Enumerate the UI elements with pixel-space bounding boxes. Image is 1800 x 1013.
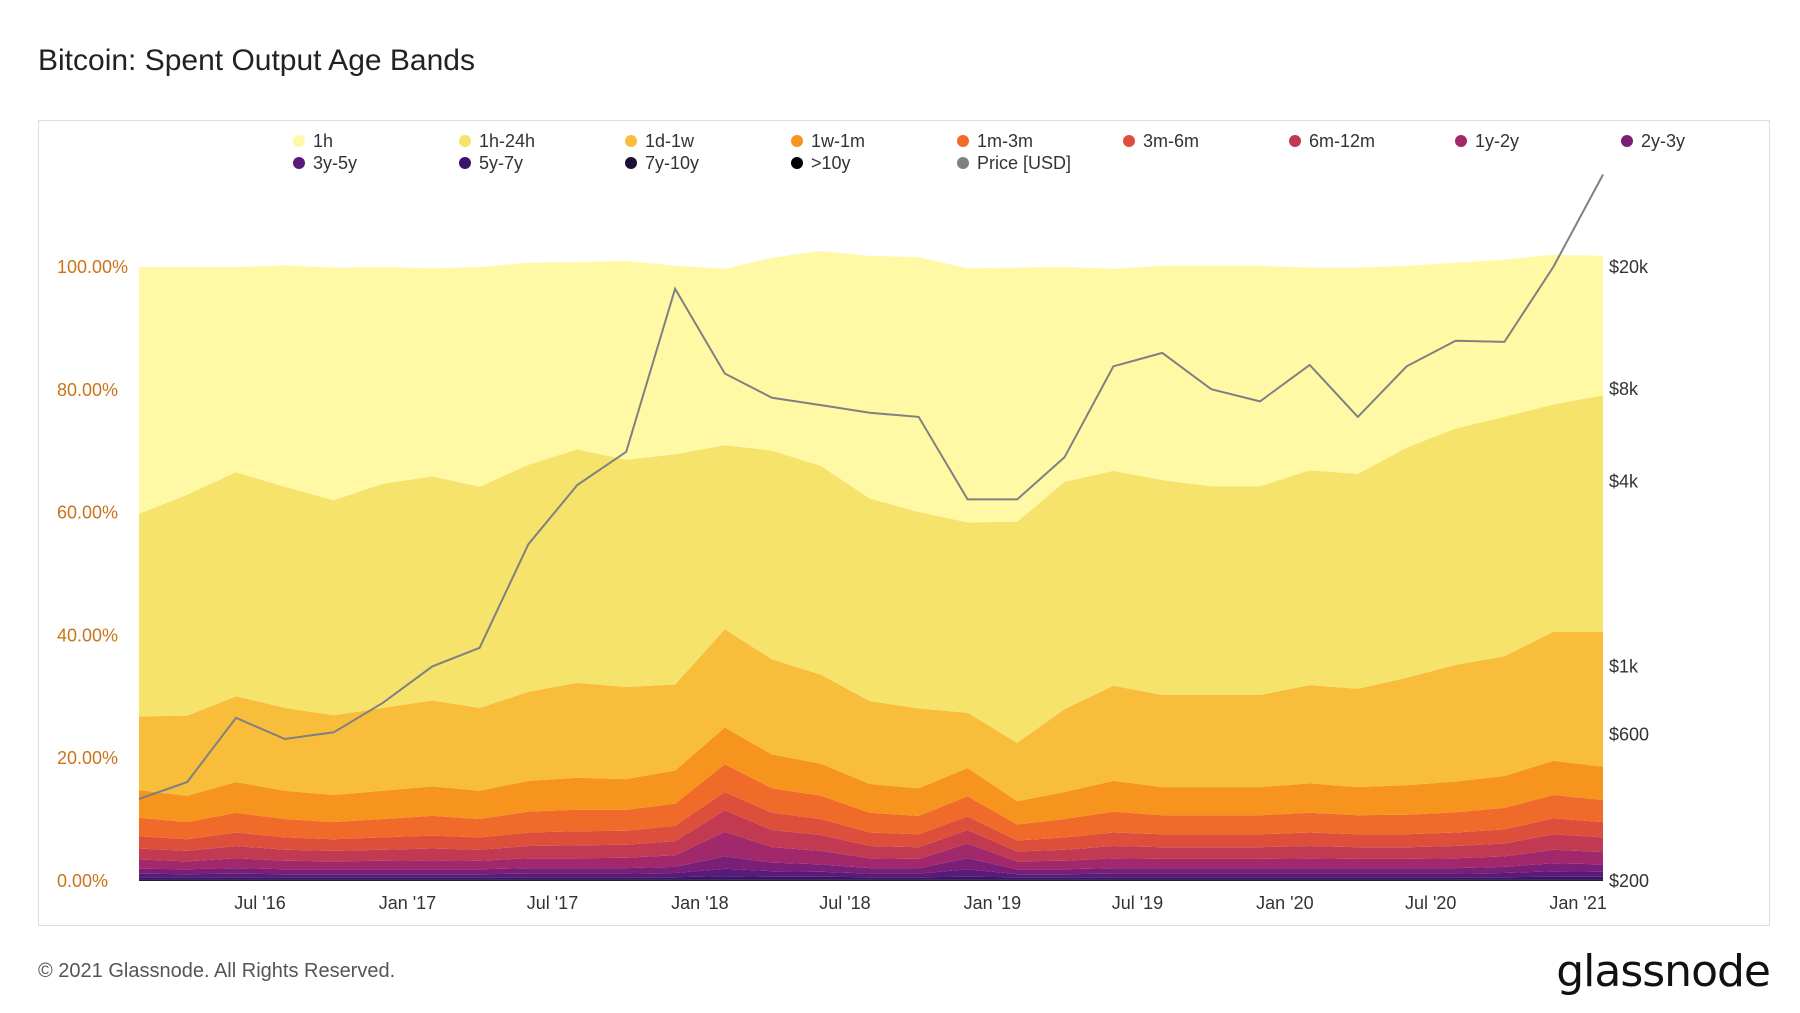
area-5y-7y[interactable] <box>139 876 1603 880</box>
legend-swatch <box>957 157 969 169</box>
price-line[interactable] <box>138 174 1604 800</box>
y-left-tick-label: 40.00% <box>57 625 118 645</box>
x-tick-label: Jul '17 <box>527 893 578 913</box>
legend-label: 1w-1m <box>811 131 865 151</box>
legend-label: 2y-3y <box>1641 131 1685 151</box>
area-1w-1m[interactable] <box>139 727 1603 825</box>
y-right-tick-label: $20k <box>1609 257 1649 277</box>
legend: 1h 1h-24h 1d-1w 1w-1m 1m-3m 3m-6m 6m-12m 1y-2y 2… <box>293 131 1685 173</box>
legend-item-2y-3y[interactable]: 2y-3y <box>1621 131 1685 151</box>
legend-item-10y[interactable]: >10y <box>791 153 851 173</box>
area-1h[interactable] <box>139 251 1603 523</box>
area-10y[interactable] <box>139 880 1603 881</box>
area-6m-12m[interactable] <box>139 810 1603 862</box>
area-3y-5y[interactable] <box>139 868 1603 878</box>
legend-swatch <box>625 135 637 147</box>
area-1m-3m[interactable] <box>139 764 1603 841</box>
area-1y-2y[interactable] <box>139 831 1603 870</box>
x-tick-label: Jul '19 <box>1112 893 1163 913</box>
legend-item-1m-3m[interactable]: 1m-3m <box>957 131 1033 151</box>
legend-swatch <box>1289 135 1301 147</box>
legend-item-1h[interactable]: 1h <box>293 131 333 151</box>
legend-swatch <box>293 157 305 169</box>
legend-label: 5y-7y <box>479 153 523 173</box>
x-tick-label: Jan '17 <box>379 893 436 913</box>
brand-logo[interactable]: glassnode <box>1556 946 1771 997</box>
legend-item-price-usd[interactable]: Price [USD] <box>957 153 1071 173</box>
x-tick-label: Jan '21 <box>1549 893 1606 913</box>
y-right-tick-label: $4k <box>1609 472 1639 492</box>
x-tick-label: Jul '16 <box>234 893 285 913</box>
x-tick-label: Jul '18 <box>819 893 870 913</box>
y-axis-left: 0.00% 20.00% 40.00% 60.00% 80.00% 100.00% <box>57 257 128 891</box>
chart-frame: 1h 1h-24h 1d-1w 1w-1m 1m-3m 3m-6m 6m-12m 1y-2y 2… <box>38 120 1770 926</box>
legend-label: >10y <box>811 153 851 173</box>
legend-item-3m-6m[interactable]: 3m-6m <box>1123 131 1199 151</box>
x-tick-label: Jan '18 <box>671 893 728 913</box>
y-right-tick-label: $8k <box>1609 379 1639 399</box>
price-line-group <box>138 174 1604 800</box>
chart-svg[interactable]: 1h 1h-24h 1d-1w 1w-1m 1m-3m 3m-6m 6m-12m 1y-2y 2… <box>39 121 1771 927</box>
legend-swatch <box>1123 135 1135 147</box>
x-tick-label: Jul '20 <box>1405 893 1456 913</box>
area-2y-3y[interactable] <box>139 856 1603 875</box>
stacked-areas <box>139 251 1603 881</box>
legend-label: 3y-5y <box>313 153 357 173</box>
legend-swatch <box>293 135 305 147</box>
x-axis: Jul '16 Jan '17 Jul '17 Jan '18 Jul '18 Jan '… <box>234 893 1607 913</box>
legend-label: 6m-12m <box>1309 131 1375 151</box>
area-1h-24h[interactable] <box>139 395 1603 743</box>
y-left-tick-label: 80.00% <box>57 380 118 400</box>
legend-label: 1d-1w <box>645 131 695 151</box>
legend-label: 7y-10y <box>645 153 699 173</box>
legend-item-1d-1w[interactable]: 1d-1w <box>625 131 695 151</box>
legend-label: Price [USD] <box>977 153 1071 173</box>
y-right-tick-label: $200 <box>1609 871 1649 891</box>
legend-swatch <box>625 157 637 169</box>
legend-swatch <box>1621 135 1633 147</box>
y-left-tick-label: 100.00% <box>57 257 128 277</box>
legend-label: 1y-2y <box>1475 131 1519 151</box>
y-left-tick-label: 20.00% <box>57 748 118 768</box>
legend-item-5y-7y[interactable]: 5y-7y <box>459 153 523 173</box>
legend-item-1w-1m[interactable]: 1w-1m <box>791 131 865 151</box>
x-tick-label: Jan '20 <box>1256 893 1313 913</box>
legend-label: 1m-3m <box>977 131 1033 151</box>
legend-swatch <box>791 157 803 169</box>
legend-label: 3m-6m <box>1143 131 1199 151</box>
legend-label: 1h-24h <box>479 131 535 151</box>
area-3m-6m[interactable] <box>139 792 1603 852</box>
legend-item-7y-10y[interactable]: 7y-10y <box>625 153 699 173</box>
y-axis-right: $200 $600 $1k $4k $8k $20k <box>1609 257 1649 891</box>
x-tick-label: Jan '19 <box>964 893 1021 913</box>
y-left-tick-label: 0.00% <box>57 871 108 891</box>
y-right-tick-label: $600 <box>1609 725 1649 745</box>
y-right-tick-label: $1k <box>1609 656 1639 676</box>
legend-swatch <box>957 135 969 147</box>
legend-label: 1h <box>313 131 333 151</box>
area-7y-10y[interactable] <box>139 879 1603 881</box>
legend-swatch <box>459 135 471 147</box>
legend-item-1h-24h[interactable]: 1h-24h <box>459 131 535 151</box>
legend-item-1y-2y[interactable]: 1y-2y <box>1455 131 1519 151</box>
copyright-text: © 2021 Glassnode. All Rights Reserved. <box>38 960 396 982</box>
chart-title: Bitcoin: Spent Output Age Bands <box>38 44 475 77</box>
area-1d-1w[interactable] <box>139 629 1603 802</box>
legend-item-6m-12m[interactable]: 6m-12m <box>1289 131 1375 151</box>
legend-swatch <box>791 135 803 147</box>
legend-swatch <box>1455 135 1467 147</box>
legend-swatch <box>459 157 471 169</box>
legend-item-3y-5y[interactable]: 3y-5y <box>293 153 357 173</box>
y-left-tick-label: 60.00% <box>57 503 118 523</box>
